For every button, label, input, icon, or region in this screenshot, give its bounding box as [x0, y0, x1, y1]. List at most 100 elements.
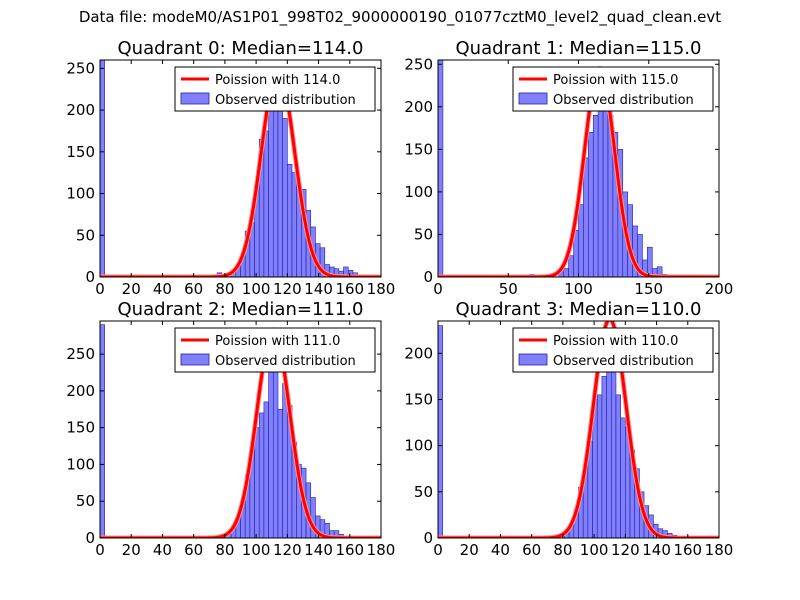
x-tick-label: 50 [499, 280, 518, 298]
histogram-bar [583, 157, 589, 277]
x-tick-label: 160 [335, 280, 364, 298]
y-tick-label: 50 [76, 226, 95, 244]
y-tick-label: 150 [404, 390, 433, 408]
legend-label-poisson: Poission with 110.0 [553, 334, 678, 349]
y-tick-label: 250 [66, 345, 95, 363]
x-tick-label: 0 [433, 280, 443, 298]
y-tick-label: 150 [66, 419, 95, 437]
histogram-bar [263, 401, 269, 538]
x-tick-label: 100 [580, 541, 609, 559]
histogram-bar [277, 408, 283, 538]
y-tick-label: 200 [66, 382, 95, 400]
y-tick-label: 200 [66, 101, 95, 119]
histogram-bars [438, 325, 692, 538]
histogram-bar [268, 368, 274, 538]
panel-title: Quadrant 2: Median=111.0 [118, 299, 364, 320]
x-tick-label: 150 [634, 280, 663, 298]
histogram-bar [647, 246, 653, 277]
legend: Poission with 115.0 Observed distribution [512, 66, 714, 112]
legend-bar-swatch [180, 353, 210, 366]
histogram-bar [258, 412, 265, 538]
y-tick-label: 250 [66, 59, 95, 77]
poisson-curve [100, 68, 381, 277]
x-tick-label: 20 [122, 280, 141, 298]
y-tick-label: 0 [423, 268, 433, 286]
x-tick-label: 200 [705, 280, 734, 298]
y-tick-label: 50 [414, 483, 433, 501]
x-tick-label: 0 [433, 541, 443, 559]
x-tick-label: 120 [611, 541, 640, 559]
histogram-bar [438, 60, 444, 277]
histogram-bar [656, 266, 663, 277]
legend-label-poisson: Poission with 111.0 [215, 334, 340, 349]
axes-frame [437, 320, 720, 539]
histogram-bar [606, 343, 612, 538]
histogram-bar [272, 346, 279, 538]
x-tick-label: 140 [642, 541, 671, 559]
legend-label-observed: Observed distribution [215, 354, 356, 369]
panel-quadrant-0: 0 20 40 60 80 100 120 140 160 180050100150200250Q… [66, 38, 395, 298]
legend-bar-swatch [180, 92, 210, 105]
histogram-bar [588, 132, 594, 277]
histogram-bar [291, 172, 297, 277]
x-tick-label: 100 [564, 280, 593, 298]
histogram-bar [277, 97, 283, 277]
legend-bar-swatch [518, 353, 548, 366]
x-tick-label: 180 [367, 541, 396, 559]
y-tick-label: 100 [404, 437, 433, 455]
y-tick-label: 200 [404, 344, 433, 362]
x-tick-label: 40 [153, 541, 172, 559]
histogram-bar [615, 394, 621, 538]
legend-label-observed: Observed distribution [215, 93, 356, 108]
panel-quadrant-2: 0 20 40 60 80 100 120 140 160 180050100150200250Q… [66, 299, 395, 559]
poisson-curve [438, 66, 719, 277]
x-tick-label: 80 [553, 541, 572, 559]
x-tick-label: 20 [460, 541, 479, 559]
histogram-bar [601, 376, 607, 538]
histogram-bar [319, 247, 326, 277]
histogram-bar [620, 417, 626, 538]
histogram-bar [268, 97, 274, 277]
x-tick-label: 20 [122, 541, 141, 559]
x-tick-label: 60 [184, 280, 203, 298]
legend-label-poisson: Poission with 115.0 [553, 73, 678, 88]
axes-frame [99, 59, 382, 278]
histogram-bar [282, 118, 288, 277]
y-tick-label: 50 [76, 492, 95, 510]
legend: Poission with 114.0 Observed distribution [174, 66, 376, 112]
histogram-bar [568, 255, 574, 277]
x-tick-label: 0 [95, 541, 105, 559]
y-tick-label: 150 [404, 140, 433, 158]
histogram-bar [563, 268, 569, 277]
panel-quadrant-1: 0 50 100 150 200 0 50 100 150 200 250 Quadrant 1: M… [404, 38, 733, 298]
panel-quadrant-3: 0 20 40 60 80 100 120 140 160 180050100150200Quad… [404, 299, 733, 559]
x-tick-label: 40 [491, 541, 510, 559]
x-tick-label: 180 [705, 541, 734, 559]
x-tick-label: 120 [273, 541, 302, 559]
y-tick-label: 200 [404, 98, 433, 116]
histogram-bar [100, 324, 105, 538]
x-tick-label: 120 [273, 280, 302, 298]
legend-label-observed: Observed distribution [553, 93, 694, 108]
x-tick-label: 60 [184, 541, 203, 559]
histogram-bar [263, 130, 269, 277]
histogram-bar [100, 60, 105, 277]
histogram-bar [254, 427, 260, 538]
histogram-bar [602, 102, 609, 277]
legend-bar-swatch [518, 92, 548, 105]
y-tick-label: 50 [414, 225, 433, 243]
panel-title: Quadrant 0: Median=114.0 [118, 38, 364, 59]
legend-label-observed: Observed distribution [553, 354, 694, 369]
x-tick-label: 0 [95, 280, 105, 298]
x-tick-label: 80 [215, 280, 234, 298]
y-tick-label: 0 [85, 529, 95, 547]
histogram-bar [610, 362, 617, 538]
x-tick-label: 80 [215, 541, 234, 559]
legend: Poission with 110.0 Observed distribution [512, 327, 714, 373]
x-tick-label: 40 [153, 280, 172, 298]
histogram-bar [578, 204, 584, 277]
y-tick-label: 100 [66, 185, 95, 203]
x-tick-label: 160 [335, 541, 364, 559]
y-tick-label: 0 [423, 529, 433, 547]
